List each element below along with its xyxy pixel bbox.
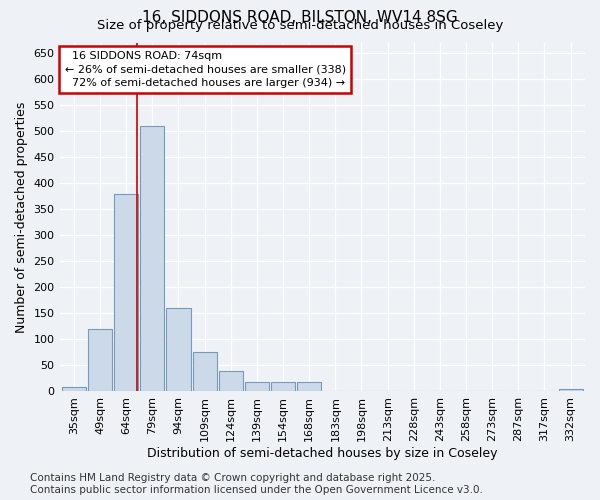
Text: 16 SIDDONS ROAD: 74sqm
← 26% of semi-detached houses are smaller (338)
  72% of : 16 SIDDONS ROAD: 74sqm ← 26% of semi-det…	[65, 51, 346, 88]
Bar	[114, 194, 138, 392]
Bar	[140, 126, 164, 392]
Bar	[297, 382, 321, 392]
Bar	[88, 329, 112, 392]
Bar	[166, 308, 191, 392]
X-axis label: Distribution of semi-detached houses by size in Coseley: Distribution of semi-detached houses by …	[147, 447, 497, 460]
Bar	[62, 388, 86, 392]
Text: Contains HM Land Registry data © Crown copyright and database right 2025.
Contai: Contains HM Land Registry data © Crown c…	[30, 474, 483, 495]
Bar	[559, 389, 583, 392]
Y-axis label: Number of semi-detached properties: Number of semi-detached properties	[15, 102, 28, 332]
Bar	[245, 382, 269, 392]
Text: Size of property relative to semi-detached houses in Coseley: Size of property relative to semi-detach…	[97, 18, 503, 32]
Text: 16, SIDDONS ROAD, BILSTON, WV14 8SG: 16, SIDDONS ROAD, BILSTON, WV14 8SG	[142, 10, 458, 25]
Bar	[193, 352, 217, 392]
Bar	[271, 382, 295, 392]
Bar	[219, 370, 243, 392]
